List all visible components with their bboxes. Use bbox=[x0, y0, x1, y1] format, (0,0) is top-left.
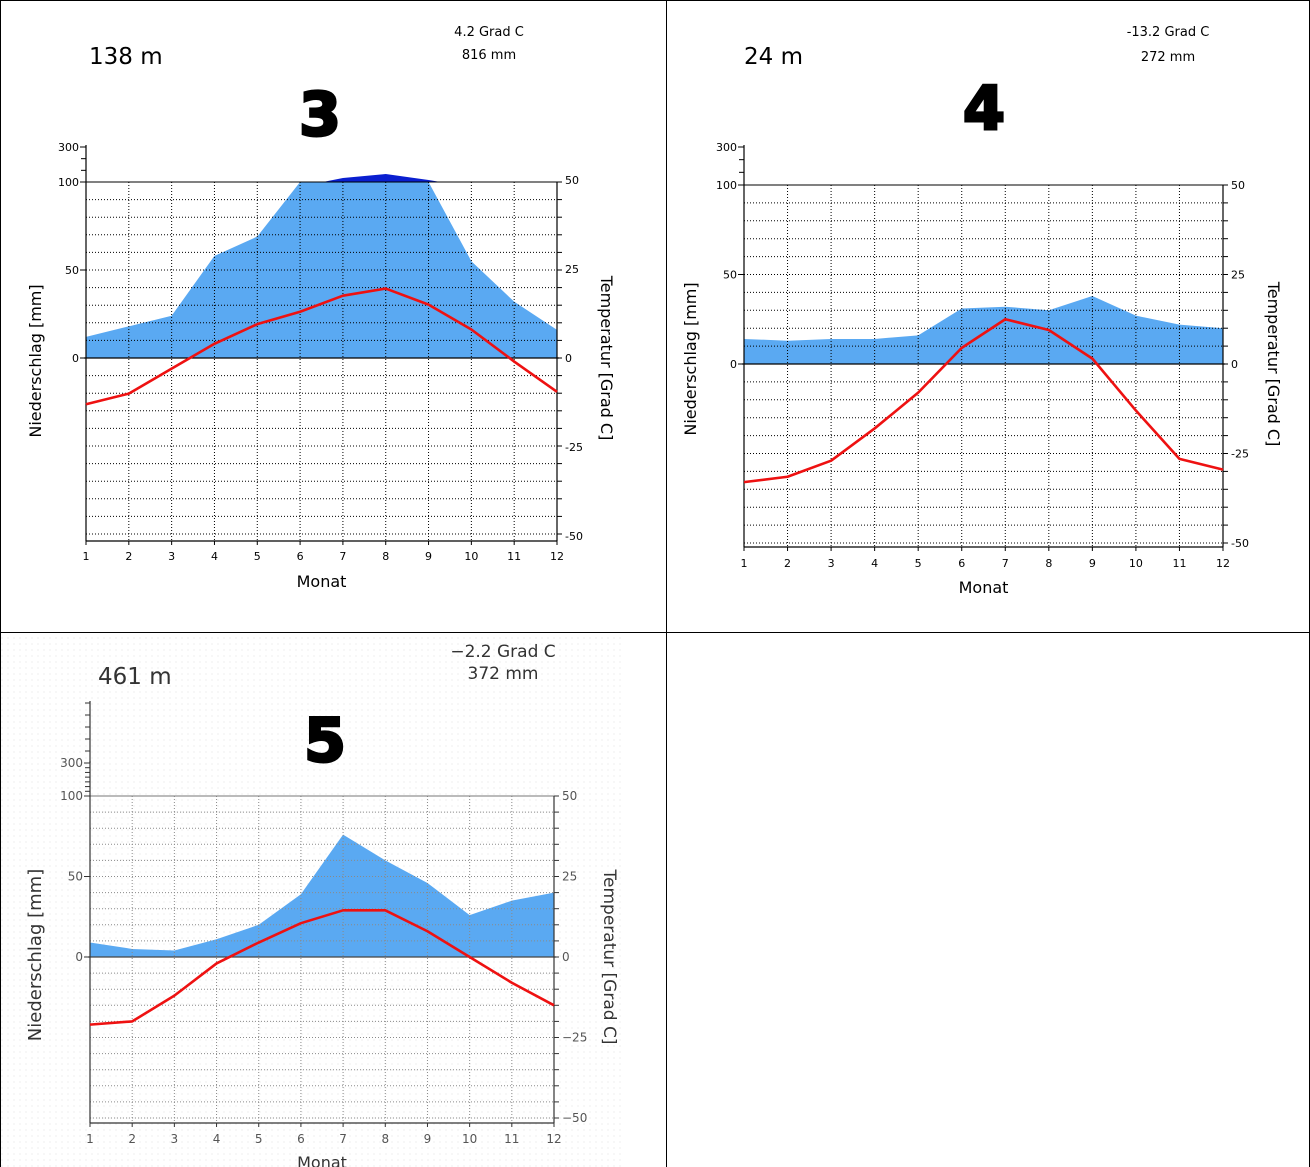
month-tick-label: 2 bbox=[125, 550, 132, 563]
climate-diagram-4-cell: 300 100 50 0 50 25 0 -25 -50 1 2 3 4 5 6 7 8 9 10 11 12 24 m-… bbox=[666, 0, 1310, 633]
temperature-tick-label: 0 bbox=[562, 950, 570, 964]
month-tick-label: 7 bbox=[1002, 557, 1009, 570]
left-axis-label: Niederschlag [mm] bbox=[26, 284, 45, 437]
diagram-number: 3 bbox=[299, 80, 341, 150]
temperature-tick-label: -50 bbox=[1231, 537, 1249, 550]
month-tick-label: 5 bbox=[254, 550, 261, 563]
precipitation-tick-label: 50 bbox=[65, 264, 79, 277]
left-axis-label: Niederschlag [mm] bbox=[681, 282, 700, 435]
precipitation-area bbox=[90, 834, 554, 957]
month-tick-label: 9 bbox=[1089, 557, 1096, 570]
month-tick-label: 10 bbox=[462, 1132, 477, 1146]
right-axis-label: Temperatur [Grad C] bbox=[597, 275, 616, 441]
month-tick-label: 4 bbox=[871, 557, 878, 570]
precipitation-area bbox=[744, 295, 1223, 364]
precipitation-tick-label: 0 bbox=[75, 950, 83, 964]
x-axis-label: Monat bbox=[297, 572, 347, 591]
month-tick-label: 11 bbox=[504, 1132, 519, 1146]
precipitation-tick-label: 100 bbox=[716, 179, 737, 192]
month-tick-label: 10 bbox=[464, 550, 478, 563]
month-tick-label: 3 bbox=[171, 1132, 179, 1146]
month-tick-label: 6 bbox=[958, 557, 965, 570]
temperature-tick-label: 25 bbox=[565, 263, 579, 276]
month-tick-label: 9 bbox=[425, 550, 432, 563]
left-axis-label: Niederschlag [mm] bbox=[25, 869, 46, 1041]
month-tick-label: 12 bbox=[546, 1132, 561, 1146]
annual-temperature-label: -13.2 Grad C bbox=[1127, 25, 1210, 40]
month-tick-label: 2 bbox=[784, 557, 791, 570]
temperature-tick-label: 50 bbox=[562, 789, 577, 803]
month-tick-label: 6 bbox=[297, 1132, 305, 1146]
month-tick-label: 1 bbox=[741, 557, 748, 570]
precipitation-tick-label: 0 bbox=[730, 358, 737, 371]
x-axis-label: Monat bbox=[297, 1153, 347, 1167]
x-axis-label: Monat bbox=[959, 578, 1009, 597]
temperature-tick-label: 0 bbox=[1231, 358, 1238, 371]
diagram-number: 4 bbox=[963, 74, 1005, 144]
annual-temperature-label: 4.2 Grad C bbox=[454, 25, 524, 40]
month-tick-label: 2 bbox=[128, 1132, 136, 1146]
elevation-label: 24 m bbox=[744, 44, 803, 70]
month-tick-label: 8 bbox=[381, 1132, 389, 1146]
precipitation-tick-label: 300 bbox=[58, 141, 79, 154]
month-tick-label: 12 bbox=[550, 550, 564, 563]
temperature-tick-label: 0 bbox=[565, 352, 572, 365]
month-tick-label: 10 bbox=[1129, 557, 1143, 570]
precipitation-tick-label: 100 bbox=[58, 176, 79, 189]
month-tick-label: 1 bbox=[86, 1132, 94, 1146]
temperature-tick-label: -50 bbox=[565, 530, 583, 543]
elevation-label: 138 m bbox=[89, 44, 163, 70]
month-tick-label: 11 bbox=[1172, 557, 1186, 570]
diagram-number: 5 bbox=[304, 706, 346, 776]
temperature-tick-label: 25 bbox=[1231, 269, 1245, 282]
temperature-tick-label: -25 bbox=[565, 441, 583, 454]
month-tick-label: 8 bbox=[1045, 557, 1052, 570]
month-tick-label: 9 bbox=[424, 1132, 432, 1146]
temperature-tick-label: 25 bbox=[562, 870, 577, 884]
precipitation-above-100-area bbox=[322, 174, 441, 182]
month-tick-label: 3 bbox=[828, 557, 835, 570]
climate-diagram-3-cell: 300 100 50 0 50 25 0 -25 -50 1 2 3 4 5 6 7 8 9 10 11 12 138 m… bbox=[0, 0, 667, 633]
month-tick-label: 4 bbox=[213, 1132, 221, 1146]
annual-precipitation-label: 272 mm bbox=[1141, 50, 1195, 65]
precipitation-tick-label: 300 bbox=[716, 141, 737, 154]
month-tick-label: 5 bbox=[915, 557, 922, 570]
precipitation-tick-label: 100 bbox=[60, 789, 83, 803]
right-axis-label: Temperatur [Grad C] bbox=[599, 869, 619, 1045]
temperature-line bbox=[743, 317, 1224, 484]
month-tick-label: 8 bbox=[382, 550, 389, 563]
precipitation-tick-label: 50 bbox=[723, 269, 737, 282]
precipitation-area bbox=[86, 182, 557, 358]
month-tick-label: 11 bbox=[507, 550, 521, 563]
temperature-tick-label: 50 bbox=[565, 174, 579, 187]
month-tick-label: 5 bbox=[255, 1132, 263, 1146]
temperature-line bbox=[85, 287, 558, 406]
month-tick-label: 3 bbox=[168, 550, 175, 563]
precipitation-tick-label: 0 bbox=[72, 352, 79, 365]
month-tick-label: 7 bbox=[339, 550, 346, 563]
month-tick-label: 1 bbox=[83, 550, 90, 563]
annual-precipitation-label: 816 mm bbox=[462, 48, 516, 63]
temperature-line bbox=[89, 909, 555, 1026]
month-tick-label: 6 bbox=[297, 550, 304, 563]
temperature-tick-label: −25 bbox=[562, 1031, 587, 1045]
month-tick-label: 12 bbox=[1216, 557, 1230, 570]
temperature-tick-label: -25 bbox=[1231, 448, 1249, 461]
month-tick-label: 7 bbox=[339, 1132, 347, 1146]
climate-diagram-5-cell: 300 100 50 0 50 25 0 −25 −50 1 2 3 4 5 6 7 8 9 10 11 12 461 m… bbox=[0, 632, 667, 1167]
temperature-tick-label: 50 bbox=[1231, 179, 1245, 192]
elevation-label: 461 m bbox=[98, 664, 172, 690]
empty-cell bbox=[666, 632, 1310, 1167]
temperature-tick-label: −50 bbox=[562, 1111, 587, 1125]
precipitation-tick-label: 300 bbox=[60, 756, 83, 770]
annual-temperature-label: −2.2 Grad C bbox=[450, 642, 555, 662]
annual-precipitation-label: 372 mm bbox=[468, 664, 539, 684]
month-tick-label: 4 bbox=[211, 550, 218, 563]
right-axis-label: Temperatur [Grad C] bbox=[1264, 281, 1283, 447]
precipitation-tick-label: 50 bbox=[68, 870, 83, 884]
